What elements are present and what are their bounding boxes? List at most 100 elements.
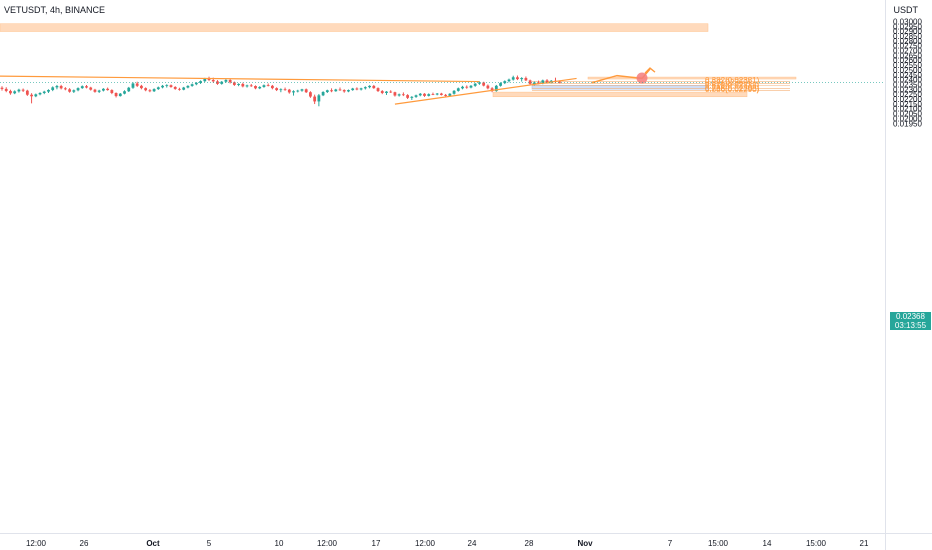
candle-body — [338, 89, 342, 91]
candle-body — [545, 80, 549, 83]
y-tick-label: 0.02700 — [893, 47, 922, 56]
candle-body — [152, 89, 156, 92]
x-tick-label: 12:00 — [317, 539, 338, 548]
candle-body — [0, 87, 4, 89]
candle-body — [440, 93, 443, 95]
candle-body — [72, 90, 76, 92]
candle-body — [220, 81, 224, 84]
candle-body — [414, 95, 418, 97]
candle-body — [516, 77, 519, 80]
candle-body — [287, 89, 291, 93]
x-tick-label: Oct — [146, 539, 160, 548]
candle-body — [34, 94, 38, 97]
candle-body — [507, 79, 511, 82]
candle-body — [401, 94, 405, 96]
candle-body — [194, 82, 198, 85]
y-tick-label: 0.02200 — [893, 95, 922, 104]
candle-body — [478, 82, 481, 84]
candle-body — [271, 85, 274, 89]
candle-body — [431, 94, 435, 95]
candle-body — [558, 81, 562, 83]
candle-body — [330, 90, 333, 92]
candles — [0, 75, 562, 107]
candle-body — [380, 91, 384, 93]
countdown-timer: 03:13:55 — [894, 321, 927, 330]
candle-body — [486, 85, 490, 89]
candle-body — [249, 85, 253, 87]
candle-body — [55, 86, 59, 88]
y-tick-label: 0.02050 — [893, 110, 922, 119]
candle-body — [266, 85, 270, 87]
x-tick-label: 14 — [763, 539, 772, 548]
candle-body — [102, 88, 105, 91]
candle-body — [427, 94, 431, 96]
candle-body — [406, 95, 409, 98]
candle-body — [42, 91, 46, 93]
projection-path — [591, 68, 651, 84]
candle-body — [169, 85, 173, 87]
zone — [0, 23, 709, 32]
candle-body — [21, 89, 25, 91]
y-tick-label: 0.01950 — [893, 119, 922, 128]
candle-body — [376, 88, 380, 92]
candle-body — [363, 87, 367, 89]
candle-body — [178, 88, 181, 90]
candle-body — [80, 86, 84, 89]
x-tick-label: 10 — [275, 539, 284, 548]
candle-body — [452, 90, 456, 94]
y-tick-label: 0.02300 — [893, 85, 922, 94]
candle-body — [309, 92, 312, 97]
candle-body — [283, 89, 287, 91]
x-tick-label: 12:00 — [415, 539, 436, 548]
candle-body — [25, 90, 29, 95]
candle-body — [106, 88, 110, 91]
y-tick-label: 0.02000 — [893, 114, 922, 123]
candle-body — [511, 77, 515, 80]
candle-body — [532, 82, 536, 84]
candle-body — [224, 79, 228, 82]
candle-body — [190, 84, 194, 86]
candle-body — [59, 86, 63, 89]
candle-body — [304, 89, 308, 93]
candle-body — [490, 88, 494, 92]
x-tick-label: 7 — [668, 539, 673, 548]
candle-body — [38, 92, 42, 95]
candle-body — [186, 85, 190, 88]
candle-body — [89, 87, 93, 90]
candle-body — [4, 88, 8, 91]
candle-body — [9, 90, 12, 94]
candle-body — [325, 90, 329, 93]
x-tick-label: 21 — [860, 539, 869, 548]
candle-body — [393, 92, 397, 96]
fib-level-label: 0.786(0.02308) — [705, 83, 760, 93]
candle-body — [148, 90, 152, 92]
candle-body — [63, 88, 67, 90]
candle-body — [347, 90, 350, 92]
y-tick-label: 0.02450 — [893, 71, 922, 80]
candle-body — [448, 93, 452, 96]
x-tick-label: 28 — [525, 539, 534, 548]
zone — [492, 91, 748, 98]
drawings — [0, 67, 885, 105]
y-tick-label: 0.02400 — [893, 76, 922, 85]
candle-body — [461, 86, 464, 89]
candle-body — [482, 82, 486, 86]
candle-body — [279, 89, 283, 91]
arrow-head-icon — [644, 67, 656, 74]
candle-body — [397, 94, 401, 96]
symbol-title[interactable]: VETUSDT, 4h, BINANCE — [4, 5, 106, 15]
candle-body — [423, 93, 426, 96]
candle-body — [156, 87, 160, 90]
x-tick-label: 24 — [468, 539, 477, 548]
fib-retracement — [532, 81, 790, 91]
y-tick-label: 0.02650 — [893, 51, 922, 60]
candle-body — [537, 82, 540, 84]
support-trendline — [394, 77, 577, 105]
candle-body — [368, 85, 371, 88]
candle-body — [144, 88, 148, 91]
candle-body — [494, 85, 498, 92]
fib-level-label: 0.886(0.02290) — [705, 85, 760, 95]
y-tick-label: 0.02350 — [893, 80, 922, 89]
